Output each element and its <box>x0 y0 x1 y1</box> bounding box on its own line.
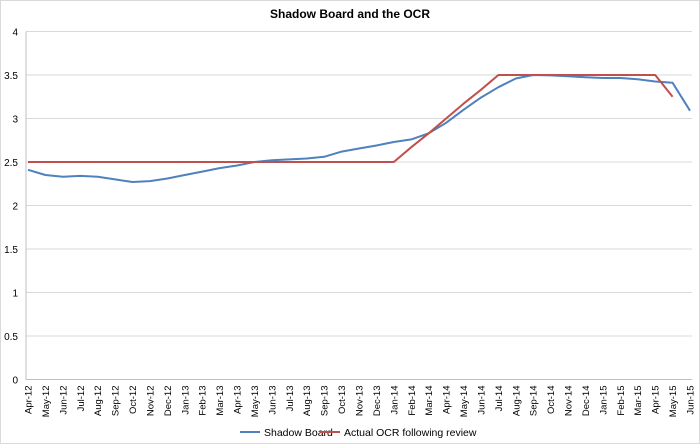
x-tick-label: Jul-13 <box>285 386 296 412</box>
x-tick-label: Nov-14 <box>564 386 575 417</box>
legend: Shadow Board Actual OCR following review <box>240 427 477 439</box>
y-tick-label: 4 <box>12 28 18 39</box>
x-tick-label: May-14 <box>459 386 470 418</box>
x-tick-label: Nov-12 <box>145 386 156 417</box>
x-tick-label: Apr-13 <box>233 386 244 415</box>
x-tick-label: Apr-15 <box>651 386 662 415</box>
x-tick-label: Jul-12 <box>76 386 87 412</box>
x-tick-label: Sep-13 <box>320 386 331 417</box>
x-tick-label: Jul-14 <box>494 386 505 412</box>
x-tick-label: Sep-12 <box>111 386 122 417</box>
x-tick-label: Feb-14 <box>407 386 418 416</box>
y-tick-label: 2.5 <box>4 158 18 169</box>
x-tick-label: Jun-15 <box>686 386 697 415</box>
y-tick-label: 1 <box>12 289 18 300</box>
x-tick-label: Nov-13 <box>355 386 366 417</box>
x-tick-label: Feb-13 <box>198 386 209 416</box>
y-tick-label: 0.5 <box>4 332 18 343</box>
x-tick-label: Jan-15 <box>598 386 609 415</box>
y-tick-label: 3.5 <box>4 71 18 82</box>
x-tick-label: Jan-14 <box>389 386 400 415</box>
x-tick-label: Aug-14 <box>511 386 522 417</box>
x-tick-label: Oct-13 <box>337 386 348 415</box>
y-tick-label: 0 <box>12 376 18 387</box>
x-tick-label: Jun-13 <box>267 386 278 415</box>
x-tick-label: Mar-15 <box>633 386 644 416</box>
y-tick-label: 2 <box>12 202 18 213</box>
x-tick-label: Oct-14 <box>546 386 557 415</box>
x-tick-label: Dec-12 <box>163 386 174 417</box>
x-tick-label: Jun-12 <box>58 386 69 415</box>
x-tick-label: Mar-14 <box>424 386 435 416</box>
x-tick-label: Feb-15 <box>616 386 627 416</box>
x-tick-label: Jan-13 <box>180 386 191 415</box>
y-tick-label: 3 <box>12 115 18 126</box>
x-tick-label: Oct-12 <box>128 386 139 415</box>
x-tick-label: Aug-13 <box>302 386 313 417</box>
x-tick-label: May-15 <box>668 386 679 418</box>
legend-label: Shadow Board <box>264 427 333 439</box>
x-tick-label: Dec-14 <box>581 386 592 417</box>
x-tick-label: Jun-14 <box>476 386 487 415</box>
series-line-shadow-board <box>27 74 691 183</box>
series-line-actual-ocr <box>28 74 674 163</box>
x-tick-label: Aug-12 <box>93 386 104 417</box>
x-tick-label: May-12 <box>41 386 52 418</box>
chart-title: Shadow Board and the OCR <box>270 7 430 21</box>
x-tick-label: Dec-13 <box>372 386 383 417</box>
x-tick-label: Sep-14 <box>529 386 540 417</box>
legend-label: Actual OCR following review <box>344 427 477 439</box>
x-tick-label: Apr-12 <box>24 386 35 415</box>
x-tick-label: May-13 <box>250 386 261 418</box>
x-tick-label: Mar-13 <box>215 386 226 416</box>
x-tick-label: Apr-14 <box>442 386 453 415</box>
y-tick-label: 1.5 <box>4 245 18 256</box>
